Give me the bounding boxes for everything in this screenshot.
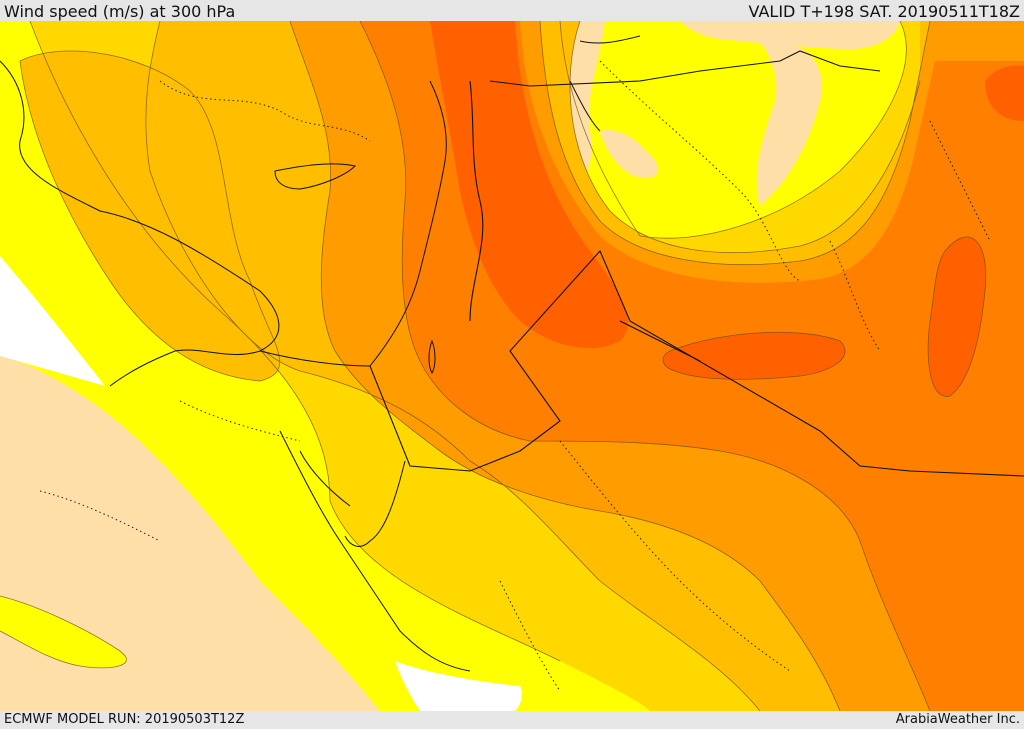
wind-speed-map — [0, 21, 1024, 711]
red-sea-west-coast — [279, 430, 471, 672]
pale-land-northeast-c — [600, 130, 659, 178]
pale-land-west — [0, 356, 380, 711]
mediterranean-coast — [0, 60, 280, 387]
pale-land-southwest — [0, 596, 127, 668]
valid-time-label: VALID T+198 SAT. 20190511T18Z — [748, 2, 1020, 21]
levant-coast — [259, 80, 447, 367]
contour-lines — [0, 21, 987, 711]
footer-bar: ECMWF MODEL RUN: 20190503T12Z ArabiaWeat… — [0, 711, 1024, 729]
coastlines — [0, 35, 641, 672]
red-orange-core-north — [430, 21, 629, 349]
gulf-of-suez — [299, 450, 351, 507]
model-run-label: ECMWF MODEL RUN: 20190503T12Z — [4, 712, 245, 727]
pale-land-north-strip — [680, 21, 900, 50]
country-borders — [369, 50, 1024, 477]
red-orange-core-far-east — [928, 236, 986, 397]
map-title: Wind speed (m/s) at 300 hPa — [4, 2, 236, 21]
dead-sea — [428, 339, 436, 375]
no-data-south — [395, 661, 523, 711]
caspian-edge — [569, 35, 641, 132]
pale-land-northeast-b — [756, 40, 822, 207]
red-orange-core-corner — [985, 65, 1024, 121]
credit-label: ArabiaWeather Inc. — [895, 712, 1020, 727]
red-sea-east-coast — [344, 460, 406, 547]
internal-boundaries — [39, 60, 991, 692]
header-bar: Wind speed (m/s) at 300 hPa VALID T+198 … — [0, 0, 1024, 21]
no-data-west — [0, 256, 105, 386]
red-orange-core-east — [663, 332, 846, 380]
cyprus — [274, 163, 357, 190]
